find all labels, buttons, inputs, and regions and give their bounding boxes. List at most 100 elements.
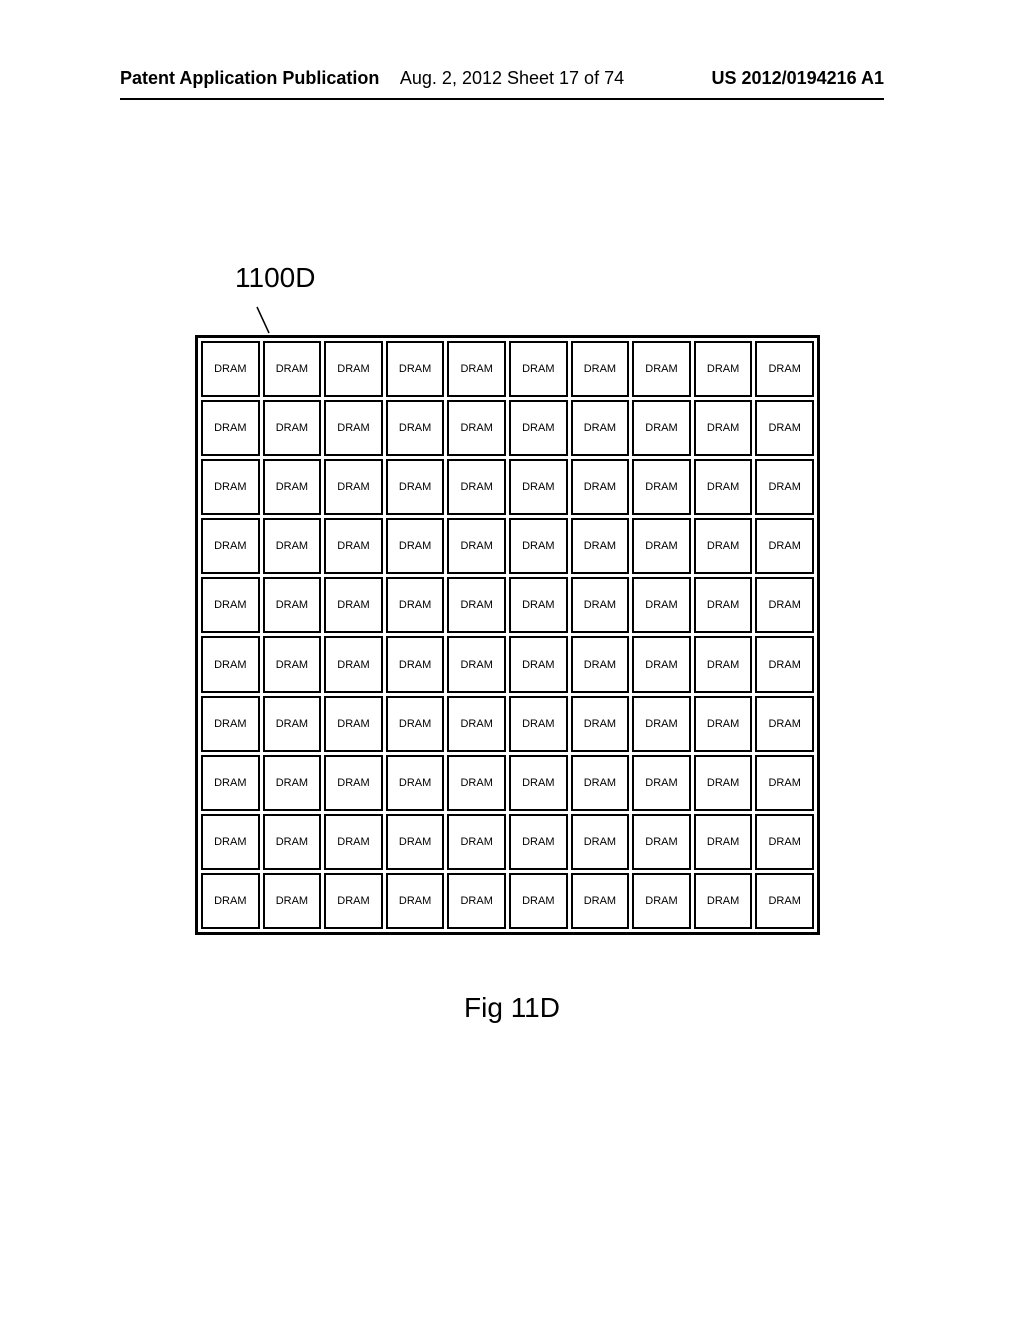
dram-cell: DRAM: [386, 814, 445, 870]
dram-cell: DRAM: [632, 459, 691, 515]
dram-cell: DRAM: [447, 755, 506, 811]
dram-cell: DRAM: [263, 518, 322, 574]
dram-cell: DRAM: [386, 577, 445, 633]
dram-cell: DRAM: [694, 577, 753, 633]
dram-cell: DRAM: [386, 518, 445, 574]
dram-cell: DRAM: [755, 873, 814, 929]
dram-cell: DRAM: [201, 341, 260, 397]
dram-cell: DRAM: [201, 400, 260, 456]
dram-cell: DRAM: [509, 400, 568, 456]
dram-cell: DRAM: [201, 873, 260, 929]
dram-cell: DRAM: [324, 400, 383, 456]
dram-cell: DRAM: [571, 577, 630, 633]
dram-cell: DRAM: [386, 755, 445, 811]
page-header: Patent Application Publication Aug. 2, 2…: [0, 68, 1024, 89]
dram-cell: DRAM: [263, 873, 322, 929]
dram-cell: DRAM: [447, 814, 506, 870]
dram-cell: DRAM: [509, 577, 568, 633]
dram-cell: DRAM: [447, 459, 506, 515]
dram-cell: DRAM: [509, 755, 568, 811]
dram-cell: DRAM: [755, 755, 814, 811]
dram-cell: DRAM: [263, 341, 322, 397]
dram-cell: DRAM: [694, 755, 753, 811]
dram-cell: DRAM: [755, 518, 814, 574]
dram-cell: DRAM: [632, 400, 691, 456]
dram-cell: DRAM: [509, 518, 568, 574]
dram-cell: DRAM: [324, 696, 383, 752]
dram-cell: DRAM: [386, 400, 445, 456]
dram-cell: DRAM: [324, 873, 383, 929]
dram-cell: DRAM: [386, 341, 445, 397]
dram-cell: DRAM: [324, 814, 383, 870]
dram-cell: DRAM: [755, 814, 814, 870]
dram-cell: DRAM: [201, 696, 260, 752]
dram-cell: DRAM: [694, 341, 753, 397]
header-patent-number: US 2012/0194216 A1: [712, 68, 884, 89]
dram-cell: DRAM: [571, 459, 630, 515]
dram-cell: DRAM: [755, 400, 814, 456]
dram-cell: DRAM: [571, 814, 630, 870]
dram-cell: DRAM: [324, 577, 383, 633]
dram-cell: DRAM: [386, 636, 445, 692]
dram-cell: DRAM: [386, 873, 445, 929]
dram-cell: DRAM: [263, 636, 322, 692]
header-publication-type: Patent Application Publication: [120, 68, 379, 89]
dram-cell: DRAM: [632, 636, 691, 692]
pointer-line-icon: [255, 305, 275, 335]
dram-cell: DRAM: [632, 577, 691, 633]
dram-cell: DRAM: [201, 577, 260, 633]
dram-cell: DRAM: [509, 873, 568, 929]
dram-cell: DRAM: [571, 696, 630, 752]
dram-cell: DRAM: [201, 459, 260, 515]
dram-cell: DRAM: [447, 636, 506, 692]
dram-cell: DRAM: [694, 518, 753, 574]
dram-cell: DRAM: [447, 696, 506, 752]
dram-cell: DRAM: [571, 341, 630, 397]
dram-cell: DRAM: [632, 755, 691, 811]
dram-cell: DRAM: [571, 636, 630, 692]
dram-cell: DRAM: [632, 518, 691, 574]
dram-cell: DRAM: [447, 400, 506, 456]
header-divider-line: [120, 98, 884, 100]
dram-cell: DRAM: [324, 755, 383, 811]
dram-cell: DRAM: [571, 755, 630, 811]
dram-cell: DRAM: [755, 577, 814, 633]
figure-reference-label: 1100D: [235, 262, 315, 294]
dram-cell: DRAM: [632, 696, 691, 752]
dram-cell: DRAM: [447, 518, 506, 574]
dram-cell: DRAM: [694, 873, 753, 929]
dram-cell: DRAM: [509, 341, 568, 397]
dram-cell: DRAM: [263, 696, 322, 752]
dram-cell: DRAM: [324, 636, 383, 692]
dram-cell: DRAM: [755, 636, 814, 692]
dram-cell: DRAM: [694, 400, 753, 456]
dram-cell: DRAM: [571, 873, 630, 929]
dram-cell: DRAM: [324, 341, 383, 397]
dram-cell: DRAM: [509, 459, 568, 515]
dram-cell: DRAM: [509, 696, 568, 752]
dram-cell: DRAM: [571, 518, 630, 574]
dram-cell: DRAM: [755, 696, 814, 752]
dram-cell: DRAM: [632, 341, 691, 397]
dram-cell: DRAM: [201, 814, 260, 870]
dram-cell: DRAM: [263, 755, 322, 811]
dram-cell: DRAM: [447, 873, 506, 929]
dram-cell: DRAM: [201, 755, 260, 811]
dram-cell: DRAM: [263, 459, 322, 515]
dram-cell: DRAM: [386, 459, 445, 515]
dram-cell: DRAM: [263, 577, 322, 633]
dram-cell: DRAM: [694, 459, 753, 515]
dram-cell: DRAM: [632, 873, 691, 929]
dram-cell: DRAM: [324, 459, 383, 515]
dram-cell: DRAM: [755, 459, 814, 515]
header-date-sheet: Aug. 2, 2012 Sheet 17 of 74: [400, 68, 624, 89]
dram-grid: DRAMDRAMDRAMDRAMDRAMDRAMDRAMDRAMDRAMDRAM…: [195, 335, 820, 935]
dram-cell: DRAM: [263, 400, 322, 456]
dram-cell: DRAM: [509, 636, 568, 692]
dram-cell: DRAM: [755, 341, 814, 397]
dram-cell: DRAM: [571, 400, 630, 456]
dram-cell: DRAM: [447, 341, 506, 397]
dram-cell: DRAM: [263, 814, 322, 870]
dram-cell: DRAM: [201, 636, 260, 692]
dram-cell: DRAM: [694, 696, 753, 752]
